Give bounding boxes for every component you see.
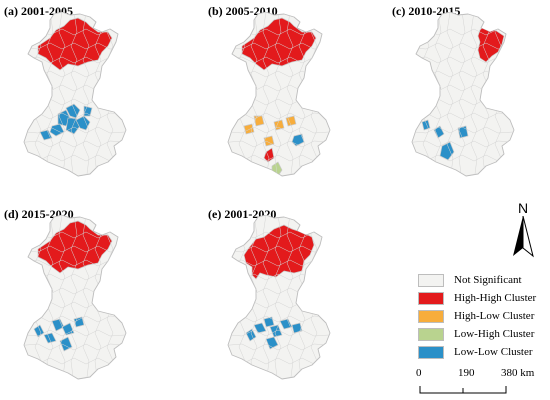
choropleth-map bbox=[23, 12, 127, 177]
cluster-region-hh bbox=[241, 17, 317, 71]
cluster-region-ll bbox=[253, 322, 267, 334]
cluster-region-hl bbox=[285, 115, 297, 127]
cluster-region-ll bbox=[439, 141, 455, 161]
cluster-region-hl bbox=[253, 115, 265, 127]
legend-label: Low-High Cluster bbox=[454, 328, 535, 340]
scale-bar: 0 190 380 km bbox=[410, 367, 542, 397]
north-arrow-icon bbox=[513, 216, 534, 258]
cluster-region-hh bbox=[37, 17, 113, 71]
cluster-region-ll bbox=[65, 117, 81, 135]
cluster-region-ll bbox=[43, 332, 57, 344]
legend-label: High-High Cluster bbox=[454, 292, 537, 304]
cluster-region-hl bbox=[243, 123, 255, 135]
map-panel-e: (e) 2001-2020 bbox=[208, 207, 368, 387]
north-label: N bbox=[517, 200, 529, 216]
map-panel-b: (b) 2005-2010 bbox=[208, 4, 368, 184]
map-panel-d: (d) 2015-2020 bbox=[4, 207, 164, 387]
cluster-region-ll bbox=[291, 322, 303, 334]
cluster-region-ll bbox=[245, 328, 257, 342]
map-panel-a: (a) 2001-2005 bbox=[4, 4, 164, 184]
cluster-region-ll bbox=[39, 129, 53, 141]
scale-label-0: 0 bbox=[416, 367, 422, 379]
choropleth-map bbox=[227, 12, 331, 177]
cluster-region-hh bbox=[477, 23, 505, 63]
county-boundaries bbox=[412, 12, 514, 176]
cluster-region-hh bbox=[37, 220, 113, 274]
scale-bar-line bbox=[419, 386, 507, 394]
cluster-region-hh bbox=[243, 224, 315, 280]
legend-label: Not Significant bbox=[454, 274, 522, 286]
cluster-region-ll bbox=[457, 125, 469, 139]
cluster-region-ll bbox=[73, 316, 85, 328]
legend-label: High-Low Cluster bbox=[454, 310, 535, 322]
scale-label-380: 380 km bbox=[501, 367, 535, 379]
county-boundaries bbox=[24, 215, 126, 379]
map-panel-c: (c) 2010-2015 bbox=[392, 4, 548, 184]
legend-swatch bbox=[418, 274, 444, 287]
legend-swatch bbox=[418, 292, 444, 305]
legend-swatch bbox=[418, 346, 444, 359]
legend-swatch bbox=[418, 310, 444, 323]
choropleth-map bbox=[227, 215, 331, 380]
legend-label: Low-Low Cluster bbox=[454, 346, 533, 358]
cluster-region-ll bbox=[279, 318, 293, 330]
cluster-region-ll bbox=[265, 336, 279, 350]
cluster-region-ll bbox=[75, 115, 91, 131]
scale-label-190: 190 bbox=[458, 367, 475, 379]
legend-swatch bbox=[418, 328, 444, 341]
cluster-region-ll bbox=[263, 316, 275, 328]
cluster-region-ll bbox=[49, 123, 65, 137]
choropleth-map bbox=[411, 12, 515, 177]
north-arrow: N bbox=[507, 200, 539, 262]
choropleth-map bbox=[23, 215, 127, 380]
